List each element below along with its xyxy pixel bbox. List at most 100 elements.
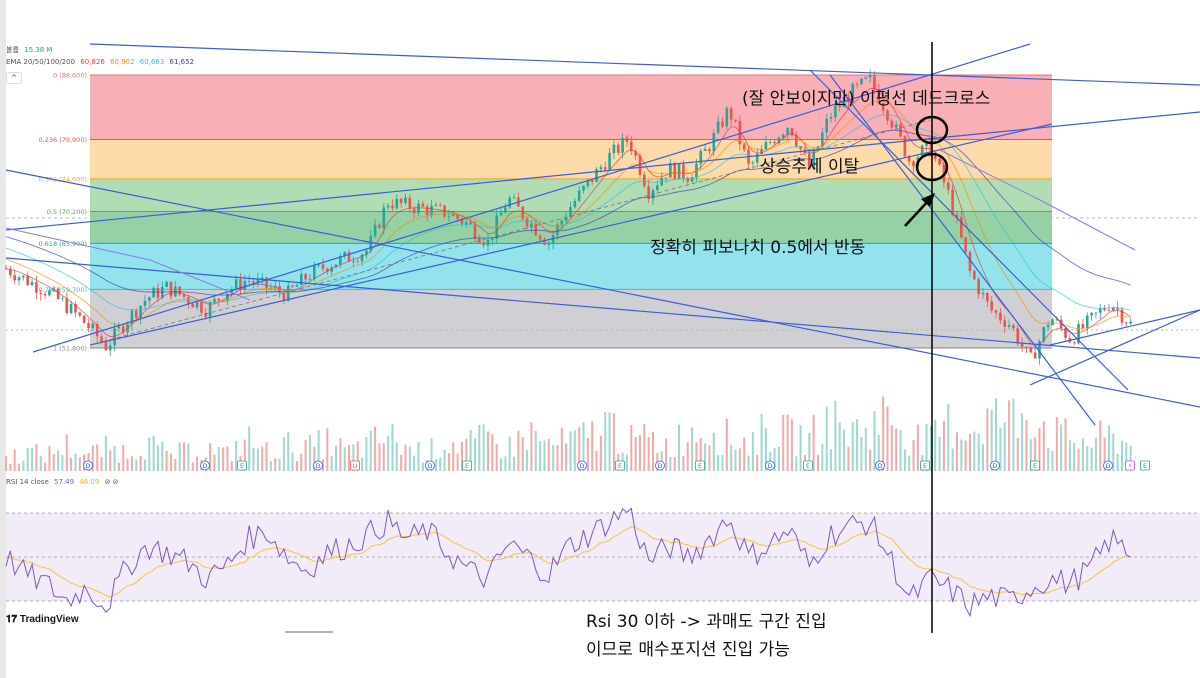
volume-value: 15.38 M: [24, 46, 53, 54]
candle-body: [616, 144, 620, 153]
candle-body: [656, 185, 659, 191]
event-marker: [920, 460, 930, 471]
volume-bar: [91, 445, 94, 471]
trendline: [1049, 309, 1200, 346]
volume-bar: [248, 426, 251, 471]
volume-bar: [782, 414, 785, 471]
volume-bar: [469, 429, 472, 471]
event-marker: [1140, 460, 1150, 471]
candle-body: [1090, 312, 1093, 316]
candle-body: [499, 212, 503, 216]
candle-body: [1051, 319, 1054, 326]
candle-body: [321, 264, 325, 269]
candle-body: [903, 136, 907, 157]
annotation-trend-break: 상승추세 이탈: [760, 157, 860, 177]
volume-bar: [838, 422, 841, 471]
volume-bar: [578, 427, 581, 471]
trendline: [32, 43, 1031, 353]
event-marker: [1103, 460, 1113, 471]
candle-body: [569, 207, 572, 217]
volume-bar: [799, 425, 802, 471]
candle-body: [608, 153, 611, 170]
volume-bar: [508, 436, 511, 471]
candle-body: [239, 279, 242, 290]
volume-bar: [526, 450, 529, 471]
event-marker: [313, 460, 323, 471]
candle-body: [61, 298, 64, 300]
volume-bar: [938, 436, 941, 471]
volume-bar: [117, 462, 120, 471]
candle-body: [352, 261, 355, 263]
volume-bar: [1094, 438, 1097, 471]
candle-body: [1042, 327, 1046, 342]
volume-bar: [261, 446, 264, 471]
volume-bar: [721, 454, 724, 471]
fib-zone-0.786: [90, 289, 1052, 348]
trendline: [5, 169, 1200, 408]
candle-body: [169, 281, 173, 297]
event-marker: [1030, 460, 1040, 471]
candle-body: [486, 239, 490, 246]
chevron-up-icon[interactable]: ^: [6, 72, 22, 84]
tradingview-logo: 𝟏𝟕 TradingView: [6, 614, 79, 625]
candle-body: [1098, 308, 1102, 313]
candle-body: [100, 336, 103, 342]
volume-bar: [356, 441, 359, 471]
volume-bar: [400, 455, 403, 471]
candle-body: [200, 301, 203, 313]
candle-body: [234, 279, 238, 290]
volume-bar: [790, 419, 793, 471]
candle-body: [855, 83, 859, 85]
volume-bar: [413, 455, 416, 471]
fib-level-label: 0.618 (65,900): [39, 240, 88, 248]
volume-bar: [586, 438, 589, 471]
candle-body: [434, 204, 438, 206]
volume-bar: [999, 427, 1002, 471]
volume-bar: [1120, 440, 1123, 471]
candle-body: [994, 310, 998, 313]
event-marker: [462, 460, 472, 471]
volume-bar: [100, 456, 103, 471]
candle-body: [525, 218, 529, 227]
volume-bar: [439, 457, 442, 471]
dead-cross-circle: [915, 115, 949, 145]
fib-level-label: 0.786 (59,700): [39, 286, 88, 294]
candle-body: [534, 223, 538, 236]
volume-bar: [955, 432, 958, 471]
volume-bar: [521, 437, 524, 471]
candle-body: [999, 312, 1002, 321]
candle-body: [247, 280, 251, 282]
fib-level-label: 0.382 (74,600): [39, 175, 88, 183]
event-marker-label: E: [465, 462, 469, 470]
candle-body: [877, 88, 881, 104]
hide-icon[interactable]: ⊘ ⊘: [104, 478, 119, 486]
volume-bar: [165, 450, 168, 471]
volume-bar: [183, 442, 186, 471]
candle-body: [699, 150, 703, 164]
volume-bar: [834, 400, 837, 471]
volume-bar: [209, 443, 212, 471]
candle-body: [460, 219, 464, 224]
volume-bar: [977, 433, 980, 471]
volume-bar: [786, 414, 789, 471]
volume-bar: [235, 441, 238, 471]
volume-bar: [143, 459, 146, 471]
candle-body: [703, 149, 707, 151]
volume-bar: [973, 431, 976, 471]
candle-body: [751, 162, 755, 164]
candle-body: [1103, 308, 1106, 310]
volume-bar: [313, 446, 316, 471]
volume-bar: [504, 456, 507, 471]
candle-body: [960, 217, 963, 238]
volume-bar: [777, 446, 780, 471]
candle-body: [399, 198, 403, 203]
volume-bar: [612, 413, 615, 471]
volume-bar: [222, 447, 225, 471]
volume-bar: [170, 453, 173, 471]
volume-bar: [942, 421, 945, 471]
volume-bar: [387, 436, 390, 471]
trendline: [89, 123, 1053, 346]
volume-bar: [638, 434, 641, 471]
candle-body: [117, 326, 121, 329]
